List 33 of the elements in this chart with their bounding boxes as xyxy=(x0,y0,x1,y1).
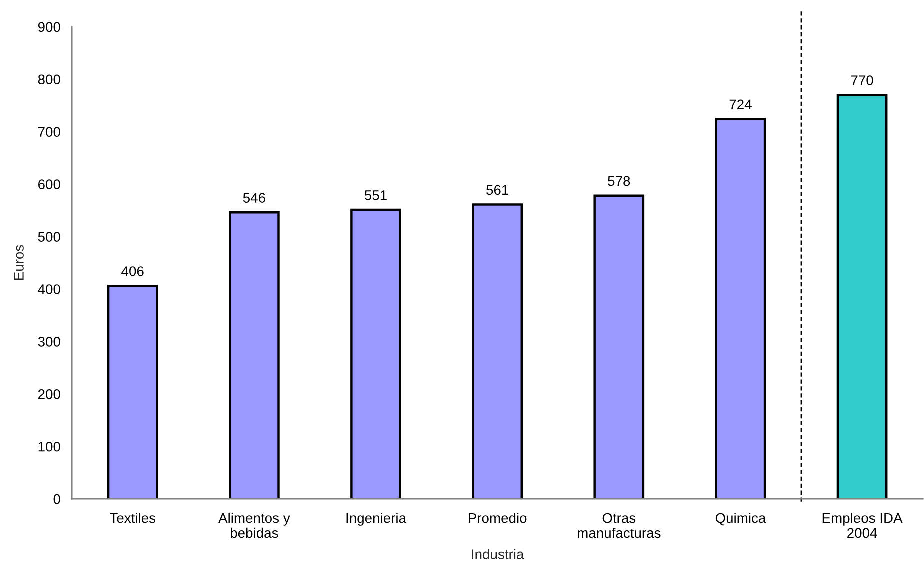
x-axis-title: Industria xyxy=(472,549,524,560)
y-tick-label: 200 xyxy=(38,389,60,400)
y-tick-label: 800 xyxy=(38,74,60,85)
data-label: 770 xyxy=(851,76,874,86)
x-tick-label: Textiles xyxy=(110,512,156,524)
bar xyxy=(229,212,280,500)
x-tick-label: Otras manufacturas xyxy=(578,513,661,538)
bar xyxy=(472,204,523,500)
bar xyxy=(594,194,645,500)
data-label: 561 xyxy=(486,185,508,196)
y-tick-label: 300 xyxy=(38,337,60,347)
x-tick-label: Ingenieria xyxy=(346,512,407,526)
data-label: 406 xyxy=(122,266,144,276)
y-tick-label: 900 xyxy=(38,22,60,32)
y-tick-label: 500 xyxy=(38,232,60,242)
data-label: 551 xyxy=(364,190,387,200)
y-tick-label: 100 xyxy=(38,442,60,452)
x-tick-label: Alimentos y bebidas xyxy=(218,512,290,538)
x-tick-label: Empleos IDA 2004 xyxy=(822,512,903,538)
bar xyxy=(715,118,766,500)
y-tick-label: 600 xyxy=(38,180,60,190)
bar xyxy=(107,284,158,500)
y-axis-title: Euros xyxy=(14,245,24,280)
y-tick-label: 400 xyxy=(38,284,60,294)
bar xyxy=(350,208,402,500)
y-tick-label: 0 xyxy=(54,494,60,504)
data-label: 578 xyxy=(608,176,630,186)
y-tick-label: 700 xyxy=(38,127,60,138)
x-tick-label: Promedio xyxy=(468,512,527,524)
data-label: 546 xyxy=(243,193,266,203)
data-label: 724 xyxy=(730,100,752,110)
x-tick-label: Quimica xyxy=(716,512,766,526)
bar xyxy=(836,94,888,500)
